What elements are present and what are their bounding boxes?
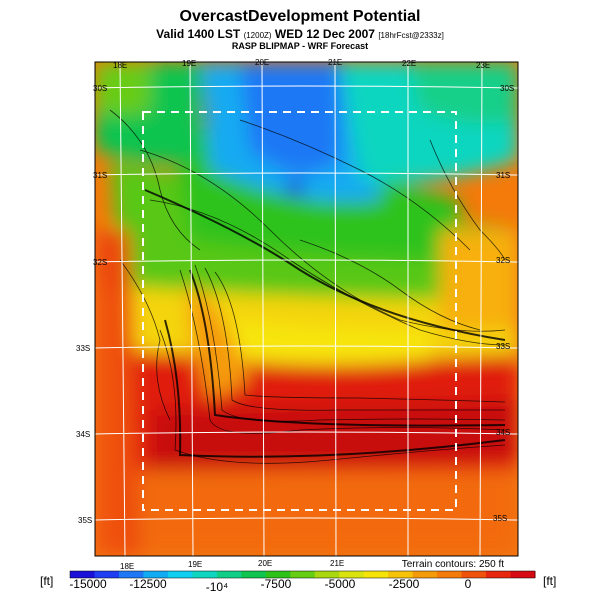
valid-prefix: Valid 1400 LST xyxy=(156,27,241,41)
color-scale-swatch xyxy=(241,571,267,578)
scale-label: -7500 xyxy=(261,577,292,591)
color-scale-border xyxy=(69,570,536,579)
model-source: RASP BLIPMAP - WRF Forecast xyxy=(231,41,369,51)
lon-label: 19E xyxy=(182,59,196,68)
scale-label: 0 xyxy=(465,577,472,591)
color-field xyxy=(95,62,518,556)
valid-date: WED 12 Dec 2007 xyxy=(274,27,375,41)
lat-labels-left: 30S 31S 32S 33S 34S 35S xyxy=(76,84,107,525)
lon-label: 22E xyxy=(402,59,416,68)
lon-label: 23E xyxy=(476,61,490,70)
lat-label: 31S xyxy=(496,171,510,180)
lon-label: 19E xyxy=(188,560,202,569)
lat-label: 35S xyxy=(78,516,92,525)
color-scale-swatch xyxy=(314,571,340,578)
lat-label: 34S xyxy=(496,428,510,437)
unit-label-left: [ft] xyxy=(40,574,54,588)
scale-label: -10⁴ xyxy=(206,580,229,594)
lat-label: 30S xyxy=(93,84,107,93)
lat-label: 35S xyxy=(493,514,507,523)
color-scale-bar xyxy=(69,570,536,579)
color-scale-swatch xyxy=(412,571,438,578)
color-scale-swatch xyxy=(265,571,291,578)
color-scale-swatch xyxy=(94,571,120,578)
scale-label: -5000 xyxy=(325,577,356,591)
lon-label: 20E xyxy=(258,559,272,568)
inner-domain-box xyxy=(142,111,457,511)
color-scale-swatch xyxy=(167,571,193,578)
unit-label-right: [ft] xyxy=(543,574,557,588)
lon-labels-top: 18E 19E 20E 21E 22E 23E xyxy=(113,58,490,70)
lat-labels-right: 30S 31S 32S 33S 34S 35S xyxy=(493,84,514,523)
scale-label: -12500 xyxy=(129,577,167,591)
color-scale-swatch xyxy=(143,571,169,578)
lon-label: 21E xyxy=(328,58,342,67)
color-scale-swatch xyxy=(192,571,218,578)
forecast-run: [18hrFcst@2333z] xyxy=(378,31,444,40)
lat-label: 34S xyxy=(76,430,90,439)
lon-label: 21E xyxy=(330,559,344,568)
valid-time-line: Valid 1400 LST (1200Z) WED 12 Dec 2007 [… xyxy=(0,27,600,41)
color-scale-swatch xyxy=(388,571,414,578)
scale-label: -15000 xyxy=(69,577,107,591)
valid-utc: (1200Z) xyxy=(243,31,272,40)
lat-label: 32S xyxy=(496,256,510,265)
color-scale-swatch xyxy=(70,571,95,578)
lon-label: 18E xyxy=(113,61,127,70)
lat-label: 33S xyxy=(496,342,510,351)
map-title: OvercastDevelopment Potential xyxy=(179,8,421,25)
scale-label: -2500 xyxy=(389,577,420,591)
terrain-contour-note: Terrain contours: 250 ft xyxy=(401,559,504,570)
color-scale-swatch xyxy=(216,571,242,578)
color-scale-labels: -15000 -12500 -10⁴ -7500 -5000 -2500 0 xyxy=(69,577,471,594)
map-border xyxy=(94,61,519,557)
lon-label: 18E xyxy=(120,562,134,571)
graticule xyxy=(95,62,518,556)
color-scale-swatch xyxy=(486,571,512,578)
color-scale-swatch xyxy=(363,571,389,578)
color-scale-swatch xyxy=(339,571,365,578)
lon-label: 20E xyxy=(255,58,269,67)
color-scale-swatch xyxy=(290,571,316,578)
lat-label: 30S xyxy=(500,84,514,93)
color-scale-swatch xyxy=(510,571,536,578)
lat-label: 31S xyxy=(93,171,107,180)
color-scale-swatch xyxy=(437,571,463,578)
lat-label: 33S xyxy=(76,344,90,353)
lat-label: 32S xyxy=(93,258,107,267)
color-scale-swatch xyxy=(461,571,487,578)
color-scale-swatch xyxy=(118,571,144,578)
lon-labels-bottom: 18E 19E 20E 21E xyxy=(120,559,344,571)
